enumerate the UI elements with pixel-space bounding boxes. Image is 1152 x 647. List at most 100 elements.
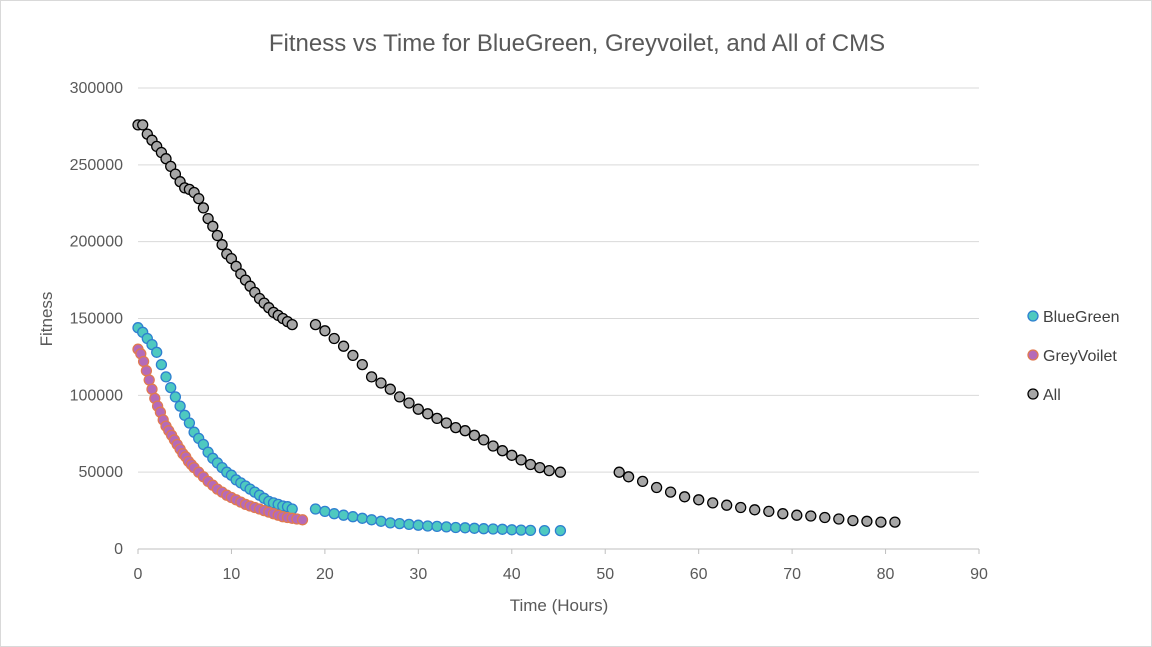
data-point [384, 517, 396, 529]
data-point [650, 481, 663, 494]
x-tick-label: 0 [134, 566, 143, 583]
data-point [160, 371, 172, 383]
series-greyvoilet [132, 343, 309, 526]
data-point [763, 505, 775, 518]
data-point [459, 522, 471, 534]
data-point [422, 408, 434, 420]
data-point [356, 512, 368, 524]
data-point [319, 325, 331, 337]
data-point [450, 521, 462, 534]
data-point [515, 524, 527, 536]
data-point [143, 374, 155, 386]
axes [137, 548, 980, 554]
chart-title: Fitness vs Time for BlueGreen, Greyvoile… [269, 30, 885, 57]
data-point [211, 229, 224, 242]
data-point [496, 445, 509, 457]
data-point [296, 514, 309, 526]
data-point [468, 522, 481, 534]
x-tick-label: 10 [223, 566, 241, 583]
data-point [721, 499, 733, 511]
data-point [375, 515, 387, 527]
series-all [132, 119, 901, 528]
data-point [286, 318, 298, 331]
data-point [146, 383, 158, 395]
data-point [459, 425, 471, 437]
data-point [440, 521, 453, 533]
data-point [450, 421, 462, 434]
data-point [847, 514, 859, 527]
data-point [347, 349, 359, 362]
data-point [197, 202, 210, 214]
x-tick-label: 30 [409, 566, 427, 583]
data-point [393, 391, 406, 403]
x-tick-label: 90 [970, 566, 988, 583]
y-axis-label: Fitness [37, 292, 56, 347]
data-point [468, 429, 481, 441]
x-tick-label: 50 [596, 566, 614, 583]
data-point [777, 508, 789, 520]
data-point [403, 518, 415, 531]
data-point [678, 491, 691, 503]
gridlines [138, 87, 979, 473]
data-point [664, 486, 677, 498]
data-point [735, 501, 747, 514]
x-tick-label: 70 [783, 566, 801, 583]
data-point [524, 458, 537, 471]
legend-marker [1027, 388, 1039, 400]
data-point [216, 239, 228, 251]
legend: BlueGreen GreyVoilet All [1027, 309, 1120, 404]
data-point [347, 511, 359, 523]
data-point [403, 397, 415, 409]
legend-label: GreyVoilet [1043, 348, 1117, 365]
data-point [496, 523, 509, 535]
data-point [319, 505, 331, 518]
data-point [515, 454, 527, 466]
data-point [819, 511, 831, 524]
y-tick-label: 250000 [70, 157, 123, 174]
data-point [431, 520, 443, 533]
legend-label: All [1043, 387, 1061, 404]
data-point [506, 449, 518, 461]
data-point [506, 524, 518, 536]
data-point [193, 192, 205, 205]
data-point [384, 383, 396, 395]
data-point [328, 508, 340, 520]
data-point [169, 391, 182, 403]
y-tick-label: 50000 [79, 464, 124, 481]
data-point [861, 515, 873, 527]
data-point [524, 524, 537, 537]
data-point [412, 519, 424, 531]
data-point [337, 509, 350, 521]
data-point [183, 417, 196, 429]
data-point [749, 504, 761, 516]
data-point [155, 358, 168, 371]
data-point [412, 403, 424, 415]
data-point [207, 220, 219, 232]
data-point [487, 440, 499, 452]
data-point [534, 461, 546, 474]
data-point [356, 358, 368, 371]
data-point [478, 523, 490, 535]
data-point [137, 355, 150, 368]
data-point [151, 346, 163, 358]
x-tick-labels: 0 10 20 30 40 50 60 70 80 90 [134, 566, 988, 583]
x-tick-label: 60 [690, 566, 708, 583]
series-bluegreen [132, 322, 567, 537]
legend-label: BlueGreen [1043, 309, 1120, 326]
data-point [538, 524, 551, 537]
data-point [554, 524, 567, 537]
data-point [875, 516, 887, 528]
data-point [543, 464, 555, 477]
x-axis-label: Time (Hours) [510, 596, 609, 615]
legend-marker [1027, 310, 1039, 322]
data-point [554, 466, 567, 478]
data-point [422, 520, 434, 532]
data-point [337, 340, 350, 352]
data-point [309, 318, 322, 331]
data-points [132, 119, 901, 537]
data-point [440, 417, 453, 429]
data-point [365, 371, 378, 383]
data-point [393, 517, 406, 530]
data-point [137, 119, 149, 131]
